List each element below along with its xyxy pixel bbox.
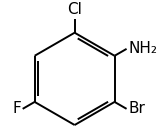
Text: Br: Br	[128, 101, 145, 116]
Text: F: F	[12, 101, 21, 116]
Text: NH₂: NH₂	[128, 41, 157, 56]
Text: Cl: Cl	[67, 2, 82, 17]
